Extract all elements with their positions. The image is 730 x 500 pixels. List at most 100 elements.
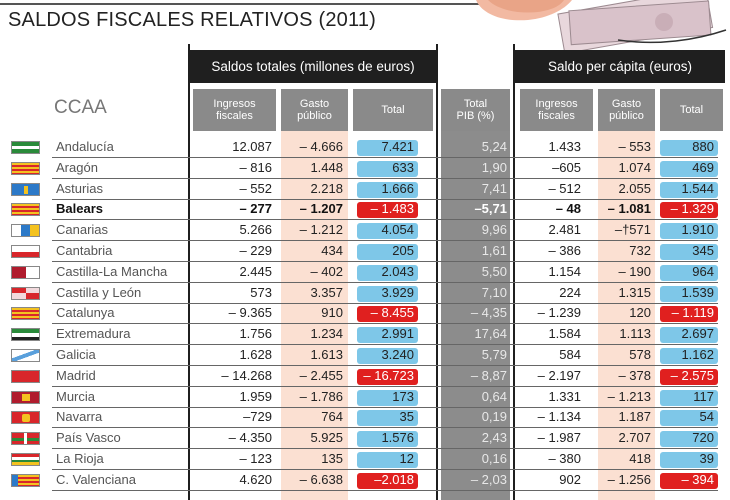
cell-pib: –5,71	[474, 201, 507, 217]
cell-pc-total-pill	[660, 410, 718, 427]
region-name: Murcia	[56, 388, 96, 404]
chart-title: SALDOS FISCALES RELATIVOS (2011)	[8, 9, 377, 31]
table-row: C. Valenciana 4.620 – 6.638 902 – 1.256 –2.01…	[0, 470, 730, 491]
cell-gasto: 1.448	[310, 159, 343, 175]
cell-pc-total: 1.544	[681, 180, 714, 196]
cell-ingresos: – 816	[239, 159, 272, 175]
table-row: Cantabria – 229 434 – 386 732 205 345 1,61	[0, 241, 730, 262]
cell-pc-total-pill	[660, 244, 718, 260]
cell-gasto: – 6.638	[299, 471, 343, 487]
cell-ingresos: – 4.350	[228, 430, 272, 446]
table-row: Galicia 1.628 1.613 584 578 3.240 1.162 5,79	[0, 345, 730, 366]
table-row: Castilla-La Mancha 2.445 – 402 1.154 – 190 2.…	[0, 262, 730, 283]
cell-ingresos: 1.756	[239, 326, 272, 342]
cell-pc-gasto: 418	[629, 451, 651, 466]
cell-total: 3.240	[381, 347, 414, 362]
cell-ingresos: 5.266	[239, 222, 272, 238]
cell-gasto: – 1.212	[299, 222, 343, 238]
region-flag-icon	[11, 224, 40, 238]
cell-pc-gasto: 578	[629, 347, 651, 362]
table-row: Aragón – 816 1.448 –605 1.074 633 469 1,90	[0, 158, 730, 179]
region-name: Madrid	[56, 367, 96, 383]
cell-gasto: – 1.207	[299, 201, 343, 217]
cell-total-pill	[357, 472, 418, 489]
cell-pib: – 8,87	[470, 367, 507, 383]
cell-pc-total: – 394	[681, 471, 714, 487]
cell-pib: – 2,03	[470, 471, 507, 487]
cell-total: – 16.723	[363, 367, 414, 383]
separator-mid-right	[513, 44, 515, 500]
title-rule	[0, 3, 480, 5]
cell-pib: 5,24	[481, 139, 507, 154]
cell-ingresos: 2.445	[239, 263, 272, 279]
cell-pc-total: 469	[692, 159, 714, 175]
cell-pc-ingresos: 224	[559, 284, 581, 300]
cell-total: 2.043	[381, 263, 414, 279]
row-divider	[52, 240, 718, 242]
cell-ingresos: – 277	[239, 201, 272, 217]
cell-total-pill	[357, 452, 418, 468]
cell-total-pill	[357, 410, 418, 427]
cell-pib: 9,96	[481, 222, 507, 238]
cell-gasto: 1.613	[310, 347, 343, 362]
region-name: Castilla y León	[56, 284, 142, 300]
cell-pc-ingresos: – 48	[555, 201, 581, 217]
cell-pc-total: 964	[692, 263, 714, 279]
table-row: Madrid – 14.268 – 2.455 – 2.197 – 378 – 16.72…	[0, 366, 730, 387]
cell-total: 173	[392, 388, 414, 404]
cell-pc-ingresos: 1.331	[548, 388, 581, 404]
group-header-totales: Saldos totales (millones de euros)	[190, 50, 436, 83]
cell-total: 12	[399, 451, 414, 466]
cell-pib: 0,64	[481, 388, 507, 404]
table-row: Canarias 5.266 – 1.212 2.481 –†571 4.054 1.910…	[0, 220, 730, 242]
cell-total: 205	[392, 243, 414, 258]
cell-total-pill	[357, 140, 418, 156]
cell-total-pill	[357, 223, 418, 240]
cell-pc-total: 54	[699, 409, 714, 425]
row-header-ccaa: CCAA	[54, 97, 107, 118]
table-row: La Rioja – 123 135 – 380 418 12 39 0,16	[0, 449, 730, 470]
cell-gasto: – 4.666	[299, 139, 343, 154]
cell-pc-total-pill	[660, 368, 718, 385]
cell-gasto: 3.357	[310, 284, 343, 300]
region-name: Extremadura	[56, 326, 131, 342]
cell-pib: 5,50	[481, 263, 507, 279]
cell-total-pill	[357, 431, 418, 448]
cell-pc-total: 720	[692, 430, 714, 446]
table-row: Andalucía 12.087 – 4.666 1.433 – 553 7.421 880…	[0, 137, 730, 158]
cell-total-pill	[357, 244, 418, 260]
cell-total-pill	[357, 368, 418, 385]
row-divider	[52, 198, 718, 200]
cell-pc-total-pill	[660, 348, 718, 364]
cell-pib: 5,79	[481, 347, 507, 362]
cell-ingresos: – 552	[239, 180, 272, 196]
table-row: Navarra –729 764 – 1.134 1.187 35 54 0,19	[0, 407, 730, 429]
table-row: Catalunya – 9.365 910 – 1.239 120 – 8.455 – 1.…	[0, 303, 730, 325]
cell-total-pill	[357, 264, 418, 281]
cell-pc-gasto: – 190	[618, 263, 651, 279]
region-flag-icon	[11, 286, 40, 300]
region-flag-icon	[11, 203, 40, 217]
cell-ingresos: – 14.268	[221, 367, 272, 383]
region-flag-icon	[11, 141, 40, 154]
row-divider	[52, 427, 718, 429]
cell-ingresos: 1.959	[239, 388, 272, 404]
cell-ingresos: 4.620	[239, 471, 272, 487]
cell-total-pill	[357, 160, 418, 177]
cell-pib: 7,41	[481, 180, 507, 196]
cell-gasto: 434	[321, 243, 343, 258]
table-row: Murcia 1.959 – 1.786 1.331 – 1.213 173 117 0,64	[0, 387, 730, 408]
cell-pc-total: 345	[692, 243, 714, 258]
region-name: Aragón	[56, 159, 98, 175]
cell-pc-gasto: – 1.213	[607, 388, 651, 404]
cell-pc-gasto: –†571	[614, 222, 651, 238]
cell-pc-total-pill	[660, 181, 718, 198]
cell-pc-total-pill	[660, 285, 718, 302]
cell-gasto: 1.234	[310, 326, 343, 342]
region-flag-icon	[11, 349, 40, 362]
row-divider	[52, 365, 718, 366]
cell-pc-gasto: 1.113	[619, 326, 651, 342]
cell-pib: 1,90	[481, 159, 507, 175]
cell-total-pill	[357, 389, 418, 406]
cell-pc-gasto: – 378	[618, 367, 651, 383]
